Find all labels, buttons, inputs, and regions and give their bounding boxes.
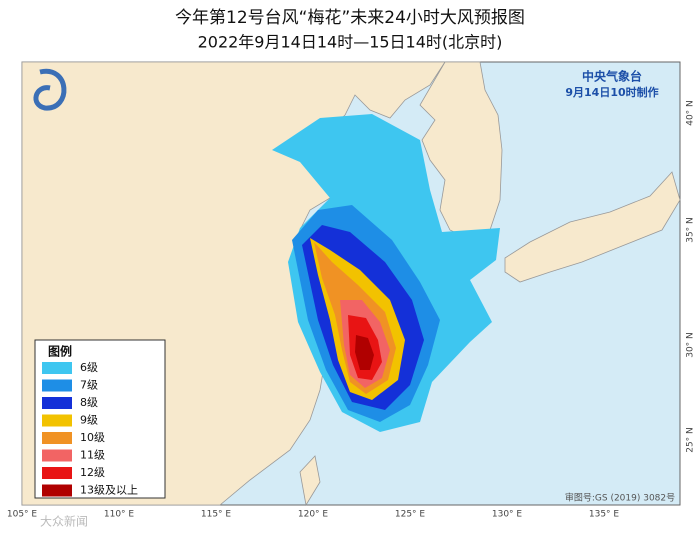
legend-title: 图例 [48,344,72,359]
legend-label: 7级 [80,379,98,392]
logo [33,68,67,111]
legend-swatch [42,414,72,427]
lat-label: 25° N [686,427,696,453]
legend-swatch [42,379,72,392]
legend-swatch [42,467,72,479]
land-taiwan [299,455,321,507]
map: 中央气象台 9月14日10时制作 审图号:GS (2019) 3082号 图例 … [21,61,681,507]
wind-zone [355,335,374,370]
lat-label: 40° N [686,100,696,126]
lon-label: 110° E [104,510,135,520]
lon-label: 135° E [589,510,620,520]
legend-swatch [42,449,72,462]
lon-label: 125° E [395,510,426,520]
legend-label: 13级及以上 [80,484,138,497]
legend-swatch [42,362,72,374]
legend-swatch [42,432,72,444]
agency: 中央气象台 [582,69,642,84]
issued: 9月14日10时制作 [565,85,658,99]
watermark: 大众新闻 [40,514,88,529]
title: 今年第12号台风“梅花”未来24小时大风预报图 [175,8,525,28]
lon-label: 130° E [492,510,523,520]
legend-label: 6级 [80,361,98,374]
lat-label: 30° N [686,332,696,358]
subtitle: 2022年9月14日14时—15日14时(北京时) [198,33,503,52]
legend-label: 10级 [80,431,105,444]
lon-labels: 105° E 110° E 115° E 120° E 125° E 130° E 135°… [7,510,620,520]
lon-label: 115° E [201,510,232,520]
lat-labels: 40° N 35° N 30° N 25° N [686,100,696,453]
legend: 图例 6级 7级 8级 9级 10级 11级 12级 13级及以上 [34,339,166,499]
lon-label: 105° E [7,510,38,520]
legend-swatch [42,484,72,497]
legend-label: 9级 [80,414,98,427]
legend-label: 8级 [80,396,98,409]
legend-label: 12级 [80,466,105,479]
land-japan [504,171,681,283]
lon-label: 120° E [298,510,329,520]
source: 审图号:GS (2019) 3082号 [565,492,675,504]
wind-zones [272,114,500,432]
lat-label: 35° N [686,217,696,243]
legend-swatch [42,397,72,409]
legend-label: 11级 [80,449,105,462]
